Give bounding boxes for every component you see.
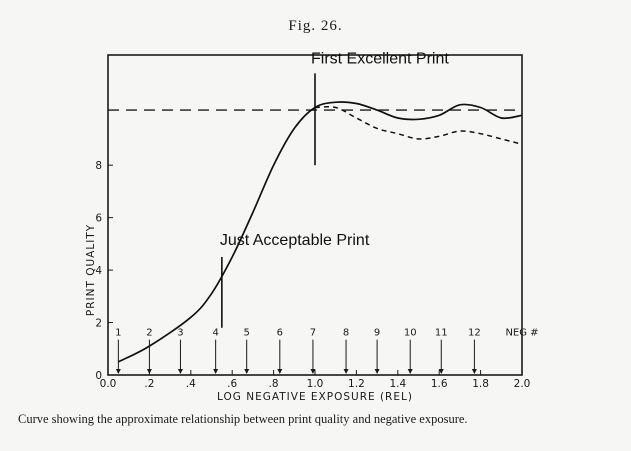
negative-arrowhead	[471, 369, 477, 374]
x-tick-label: 0.0	[100, 378, 117, 390]
figure-caption: Curve showing the approximate relationsh…	[18, 412, 468, 426]
x-tick-label: .6	[227, 378, 237, 390]
x-tick-label: 1.4	[389, 378, 406, 390]
negative-arrowhead	[438, 369, 444, 374]
negative-arrowhead	[310, 369, 316, 374]
negative-arrowhead	[115, 369, 121, 374]
negative-label: 8	[343, 328, 349, 339]
negative-arrowhead	[407, 369, 413, 374]
negative-label: 7	[310, 328, 316, 339]
x-tick-label: 1.6	[431, 378, 448, 390]
x-tick-label: 1.8	[472, 378, 489, 390]
y-tick-label: 0	[95, 370, 102, 382]
x-tick-label: .4	[186, 378, 196, 390]
x-tick-label: .8	[269, 378, 279, 390]
x-tick-label: .2	[144, 378, 154, 390]
y-tick-label: 4	[95, 265, 102, 277]
x-axis-label: LOG NEGATIVE EXPOSURE (REL)	[217, 391, 413, 403]
x-tick-label: 2.0	[514, 378, 531, 390]
negative-arrowhead	[277, 369, 283, 374]
y-tick-label: 8	[95, 160, 102, 172]
y-tick-label: 2	[95, 318, 102, 330]
negative-arrowhead	[374, 369, 380, 374]
negative-arrowhead	[213, 369, 219, 374]
negative-label: NEG #	[505, 328, 538, 339]
negative-arrowhead	[343, 369, 349, 374]
marker-label: Just Acceptable Print	[220, 232, 370, 249]
negative-label: 6	[277, 328, 283, 339]
negative-label: 10	[404, 328, 417, 339]
negative-arrowhead	[244, 369, 250, 374]
marker-label: First Excellent Print	[311, 50, 449, 67]
series-line-solid	[117, 101, 523, 363]
negative-label: 4	[212, 328, 218, 339]
y-axis-label: PRINT QUALITY	[85, 224, 97, 316]
negative-label: 11	[435, 328, 448, 339]
series-line-dashed	[314, 105, 523, 145]
negative-label: 2	[146, 328, 152, 339]
negative-arrowhead	[177, 369, 183, 374]
negative-label: 12	[468, 328, 481, 339]
negative-label: 9	[374, 328, 380, 339]
negative-label: 3	[177, 328, 183, 339]
y-tick-label: 6	[95, 213, 102, 225]
negative-label: 1	[115, 328, 121, 339]
x-tick-label: 1.0	[307, 378, 324, 390]
figure-title: Fig. 26.	[288, 18, 343, 34]
x-tick-label: 1.2	[348, 378, 365, 390]
negative-label: 5	[244, 328, 250, 339]
